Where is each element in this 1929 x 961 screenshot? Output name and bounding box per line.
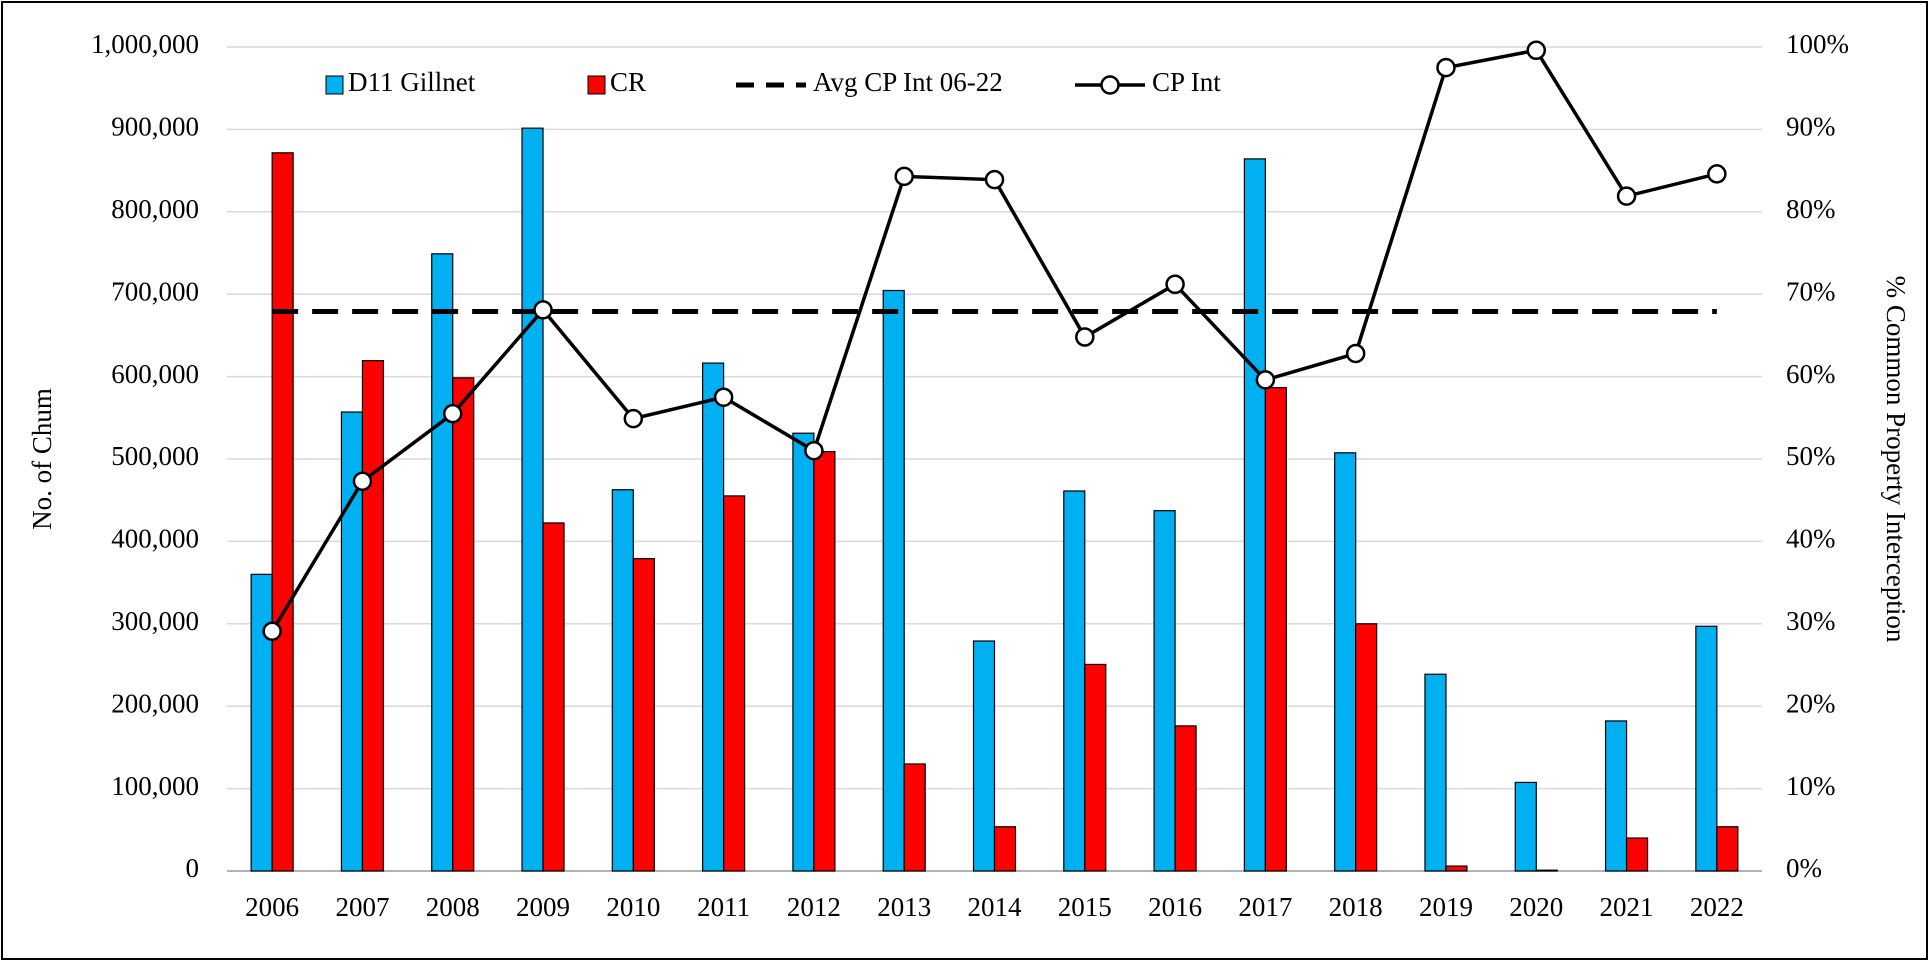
y2-tick-label: 100%: [1786, 29, 1849, 59]
point: [442, 403, 463, 424]
bar: [1355, 623, 1378, 872]
point: [1345, 343, 1366, 364]
y-axis-title: No. of Chum: [27, 388, 57, 530]
point: [1436, 57, 1456, 78]
x-tick-label: 2008: [426, 892, 480, 922]
x-tick-label: 2011: [697, 892, 750, 922]
bar: [1424, 673, 1447, 872]
y-tick-label: 800,000: [111, 194, 199, 224]
y2-axis-title: % Common Property Interception: [1881, 276, 1911, 643]
legend-label: D11 Gillnet: [348, 67, 476, 97]
y-tick-label: 600,000: [111, 359, 199, 389]
bar: [1445, 865, 1468, 872]
legend-swatch: [587, 75, 606, 95]
point: [1255, 370, 1276, 390]
x-tick-label: 2014: [968, 892, 1023, 922]
point: [1616, 186, 1637, 206]
y2-tick-label: 40%: [1786, 524, 1836, 554]
bar: [1604, 720, 1628, 872]
y-tick-label: 500,000: [111, 441, 199, 471]
x-tick-label: 2006: [245, 892, 299, 922]
x-tick-label: 2007: [335, 892, 389, 922]
x-tick-label: 2015: [1058, 892, 1112, 922]
bar: [1716, 826, 1739, 872]
legend-swatch: [325, 75, 344, 95]
x-tick-label: 2020: [1509, 892, 1563, 922]
bar: [1063, 490, 1086, 872]
bar: [611, 489, 634, 872]
y-tick-label: 1,000,000: [91, 29, 199, 59]
point: [1526, 40, 1547, 61]
bar: [1264, 387, 1287, 872]
x-tick-label: 2010: [606, 892, 660, 922]
bar: [542, 522, 565, 872]
y2-tick-label: 10%: [1786, 771, 1836, 801]
bar: [972, 640, 996, 872]
bar: [1084, 663, 1107, 872]
bar: [521, 127, 544, 872]
point: [1075, 327, 1095, 347]
bar: [1535, 869, 1558, 872]
bar: [792, 432, 815, 872]
y2-tick-label: 50%: [1786, 441, 1836, 471]
y2-tick-label: 0%: [1786, 853, 1822, 883]
y2-tick-label: 90%: [1786, 112, 1836, 142]
bar: [903, 763, 926, 872]
x-tick-label: 2019: [1419, 892, 1473, 922]
bar: [882, 289, 905, 872]
bar: [1334, 452, 1357, 872]
bar: [632, 558, 655, 872]
bar: [813, 450, 836, 872]
y2-tick-label: 80%: [1786, 194, 1836, 224]
bar: [452, 377, 475, 872]
y2-tick-label: 70%: [1786, 276, 1836, 306]
bar: [1514, 781, 1537, 872]
y-tick-label: 900,000: [111, 112, 199, 142]
y-tick-label: 0: [186, 853, 200, 883]
y2-tick-label: 60%: [1786, 359, 1836, 389]
legend-label: CP Int: [1152, 67, 1221, 97]
point: [352, 471, 373, 491]
bar: [702, 362, 725, 872]
y-tick-label: 300,000: [111, 606, 199, 636]
y-tick-label: 200,000: [111, 688, 199, 718]
bar: [271, 152, 294, 872]
point: [984, 169, 1005, 190]
point: [262, 621, 282, 641]
point: [894, 166, 914, 187]
bar: [1625, 837, 1649, 872]
x-tick-label: 2018: [1329, 892, 1383, 922]
x-tick-label: 2012: [787, 892, 841, 922]
x-tick-label: 2013: [877, 892, 931, 922]
point: [804, 441, 824, 461]
x-tick-label: 2016: [1148, 892, 1202, 922]
y-tick-label: 700,000: [111, 276, 199, 306]
point: [533, 300, 553, 320]
y-tick-label: 100,000: [111, 771, 199, 801]
bar: [993, 826, 1017, 872]
x-tick-label: 2009: [516, 892, 570, 922]
x-tick-label: 2017: [1238, 892, 1292, 922]
point: [1707, 164, 1727, 184]
legend-label: CR: [610, 67, 646, 97]
y2-tick-label: 30%: [1786, 606, 1836, 636]
point: [713, 387, 734, 407]
y2-tick-label: 20%: [1786, 688, 1836, 718]
legend-label: Avg CP Int 06-22: [813, 67, 1003, 97]
point: [1165, 274, 1185, 295]
x-tick-label: 2022: [1690, 892, 1744, 922]
bar: [1243, 158, 1266, 872]
bar: [1695, 625, 1718, 872]
legend-marker: [1100, 75, 1120, 95]
bar: [431, 253, 454, 872]
point: [623, 408, 644, 429]
bar: [723, 495, 746, 872]
x-tick-label: 2021: [1600, 892, 1654, 922]
bar: [1153, 510, 1176, 872]
y-tick-label: 400,000: [111, 524, 199, 554]
bar: [1174, 725, 1197, 872]
bar: [361, 360, 385, 872]
bar: [250, 573, 273, 872]
